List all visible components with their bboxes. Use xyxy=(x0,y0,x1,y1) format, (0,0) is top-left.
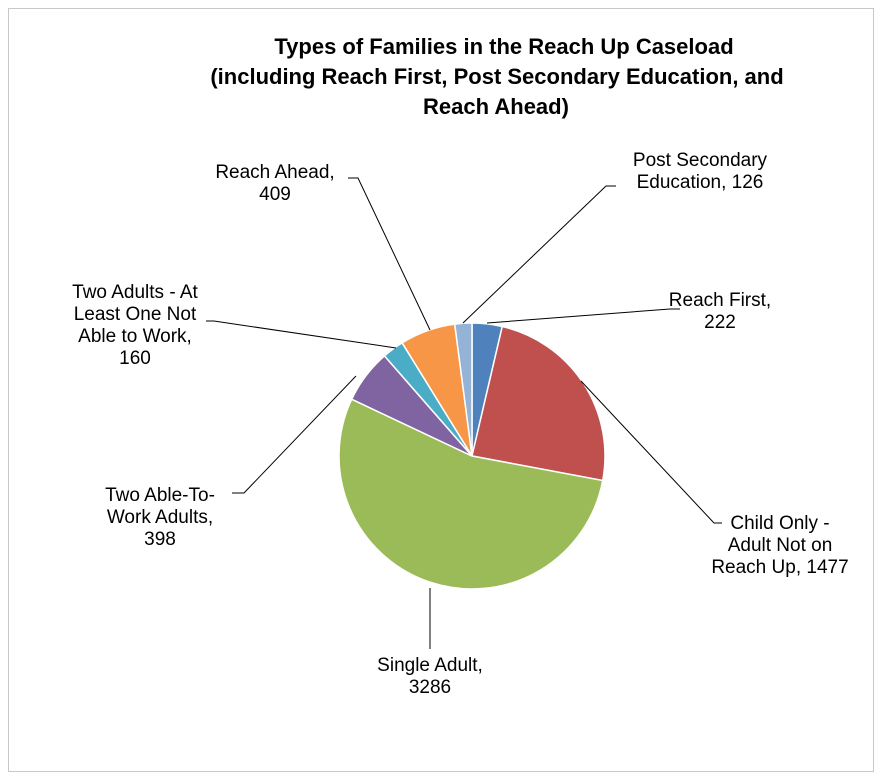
leader-line-reach-ahead xyxy=(348,177,431,331)
chart-title-line-3: Reach Ahead) xyxy=(423,94,569,119)
data-label-two-able-to-work-adults: Two Able-To-Work Adults, 398 xyxy=(105,485,215,550)
leader-line-two-able-to-work-adults xyxy=(232,375,357,494)
leader-line-post-secondary-education xyxy=(462,185,616,324)
label-leader-lines xyxy=(206,177,722,649)
data-label-single-adult: Single Adult, 3286 xyxy=(377,655,483,698)
leader-line-two-adults-at-least-one-not-able-to-work xyxy=(206,320,397,349)
pie-slices xyxy=(338,322,606,590)
data-label-reach-first: Reach First, 222 xyxy=(669,290,771,333)
chart-title: Types of Families in the Reach Up Caselo… xyxy=(210,34,783,119)
data-label-post-secondary-education: Post Secondary Education, 126 xyxy=(633,150,768,193)
chart-title-line-2: (including Reach First, Post Secondary E… xyxy=(210,64,783,89)
data-labels: Reach First, 222 Child Only -Adult Not on R… xyxy=(72,150,849,698)
pie-slice-single-adult xyxy=(338,398,604,590)
data-label-reach-ahead: Reach Ahead, 409 xyxy=(215,162,334,205)
data-label-child-only-adult-not-on-reach-up: Child Only -Adult Not on Reach Up, 1477 xyxy=(711,513,848,578)
leader-line-child-only-adult-not-on-reach-up xyxy=(580,380,722,524)
data-label-two-adults-at-least-one-not-able-to-work: Two Adults - At Least One Not Able to Work… xyxy=(72,282,198,369)
chart-title-line-1: Types of Families in the Reach Up Caselo… xyxy=(274,34,733,59)
leader-line-reach-first xyxy=(486,308,680,324)
